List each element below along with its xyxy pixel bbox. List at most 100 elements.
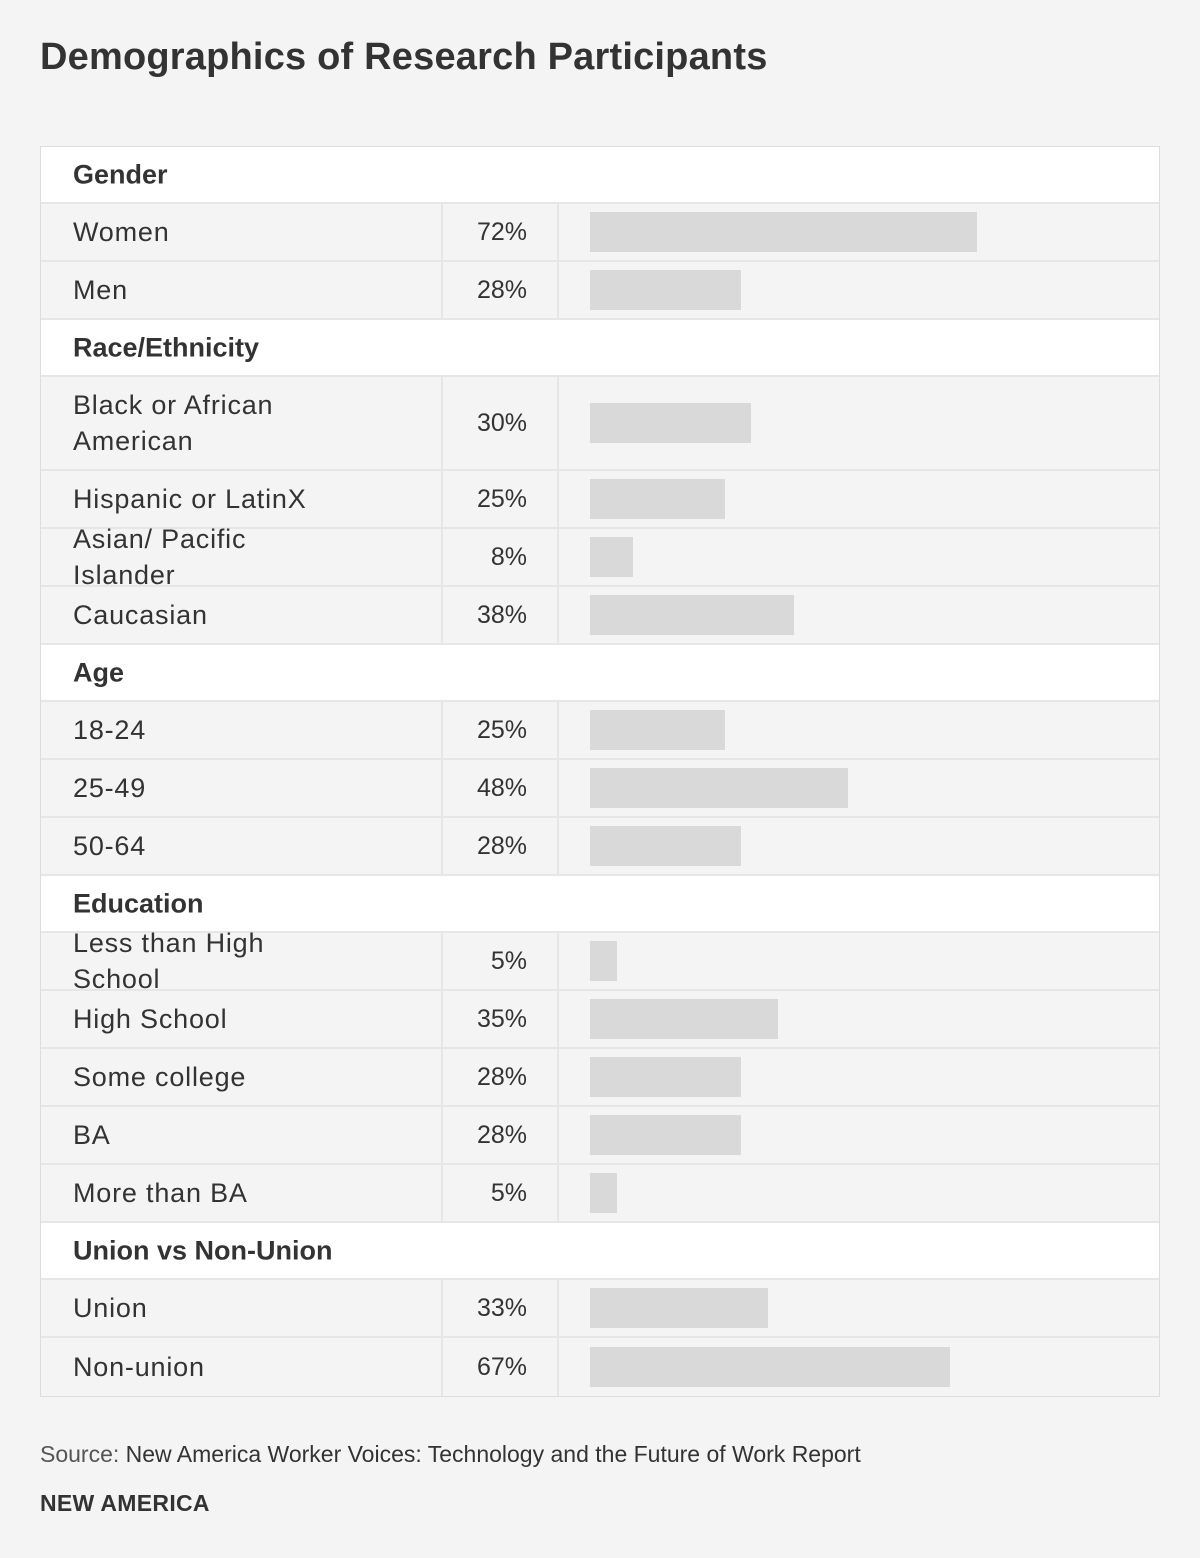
table-row: Asian/ Pacific Islander 8%	[41, 524, 1159, 590]
category-label: High School	[73, 1004, 228, 1034]
section-header: Race/Ethnicity	[41, 320, 1159, 377]
category-cell: More than BA	[41, 1165, 443, 1221]
table-row: Non-union 67%	[41, 1338, 1159, 1396]
bar-cell	[559, 1049, 1159, 1105]
category-cell: Some college	[41, 1049, 443, 1105]
table-row: BA 28%	[41, 1107, 1159, 1165]
table-row: High School 35%	[41, 991, 1159, 1049]
bar-cell	[559, 529, 1159, 585]
bar	[590, 1288, 768, 1328]
value-label: 28%	[443, 262, 559, 318]
category-cell: High School	[41, 991, 443, 1047]
bar-cell	[559, 760, 1159, 816]
category-label: Hispanic or LatinX	[73, 484, 307, 514]
category-cell: Less than High School	[41, 928, 443, 994]
bar-cell	[559, 377, 1159, 469]
category-label: More than BA	[73, 1178, 248, 1208]
category-cell: Black or African American	[41, 377, 443, 469]
bar	[590, 1057, 741, 1097]
category-label: 50-64	[73, 831, 147, 861]
section-header: Union vs Non-Union	[41, 1223, 1159, 1280]
bar-cell	[559, 204, 1159, 260]
table-row: 50-64 28%	[41, 818, 1159, 876]
page-title: Demographics of Research Participants	[40, 36, 768, 78]
value-label: 5%	[443, 933, 559, 989]
bar	[590, 768, 848, 808]
category-cell: Men	[41, 262, 443, 318]
bar	[590, 1173, 617, 1213]
bar-cell	[559, 991, 1159, 1047]
bar	[590, 1115, 741, 1155]
table-row: Less than High School 5%	[41, 928, 1159, 994]
table-row: Union 33%	[41, 1280, 1159, 1338]
category-cell: Women	[41, 204, 443, 260]
table-row: 25-49 48%	[41, 760, 1159, 818]
bar	[590, 537, 633, 577]
section-header-label: Age	[73, 657, 125, 687]
category-label: Women	[73, 217, 170, 247]
value-label: 33%	[443, 1280, 559, 1336]
bar-cell	[559, 818, 1159, 874]
bar	[590, 479, 725, 519]
category-cell: Non-union	[41, 1338, 443, 1396]
value-label: 25%	[443, 702, 559, 758]
source-note: Source: New America Worker Voices: Techn…	[40, 1441, 861, 1468]
table-row: Black or African American 30%	[41, 377, 1159, 471]
category-cell: 18-24	[41, 702, 443, 758]
value-label: 30%	[443, 377, 559, 469]
value-label: 67%	[443, 1338, 559, 1396]
bar	[590, 1347, 950, 1387]
bar-cell	[559, 1280, 1159, 1336]
table-row: Men 28%	[41, 262, 1159, 320]
section-header: Gender	[41, 147, 1159, 204]
category-cell: BA	[41, 1107, 443, 1163]
bar-cell	[559, 587, 1159, 643]
section-header-label: Race/Ethnicity	[73, 332, 260, 362]
category-cell: Caucasian	[41, 587, 443, 643]
bar-cell	[559, 471, 1159, 527]
table-row: 18-24 25%	[41, 702, 1159, 760]
value-label: 28%	[443, 1107, 559, 1163]
bar	[590, 710, 725, 750]
value-label: 35%	[443, 991, 559, 1047]
table-row: Women 72%	[41, 204, 1159, 262]
value-label: 48%	[443, 760, 559, 816]
bar-cell	[559, 262, 1159, 318]
bar-cell	[559, 1338, 1159, 1396]
bar	[590, 826, 741, 866]
category-label: 25-49	[73, 773, 147, 803]
category-label: Non-union	[73, 1352, 205, 1382]
brand-logo-text: NEW AMERICA	[40, 1490, 210, 1516]
category-cell: 50-64	[41, 818, 443, 874]
bar	[590, 941, 617, 981]
category-label: Less than High School	[73, 928, 265, 994]
value-label: 5%	[443, 1165, 559, 1221]
category-cell: 25-49	[41, 760, 443, 816]
category-label: Men	[73, 275, 128, 305]
table-row: More than BA 5%	[41, 1165, 1159, 1223]
bar	[590, 999, 778, 1039]
section-header-label: Gender	[73, 159, 168, 189]
value-label: 28%	[443, 1049, 559, 1105]
bar	[590, 595, 794, 635]
category-cell: Hispanic or LatinX	[41, 471, 443, 527]
category-cell: Asian/ Pacific Islander	[41, 524, 443, 590]
bar-cell	[559, 702, 1159, 758]
value-label: 28%	[443, 818, 559, 874]
bar	[590, 212, 977, 252]
bar	[590, 403, 751, 443]
category-label: Caucasian	[73, 600, 208, 630]
table-row: Caucasian 38%	[41, 587, 1159, 645]
demographics-table: Gender Women 72% Men 28% Race/Ethnicity Black …	[40, 146, 1160, 1397]
category-label: BA	[73, 1120, 111, 1150]
category-cell: Union	[41, 1280, 443, 1336]
bar	[590, 270, 741, 310]
category-label: Union	[73, 1293, 148, 1323]
bar-cell	[559, 933, 1159, 989]
category-label: Asian/ Pacific Islander	[73, 524, 247, 590]
section-header: Age	[41, 645, 1159, 702]
value-label: 38%	[443, 587, 559, 643]
section-header: Education	[41, 876, 1159, 933]
value-label: 8%	[443, 529, 559, 585]
bar-cell	[559, 1107, 1159, 1163]
